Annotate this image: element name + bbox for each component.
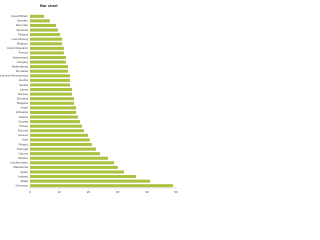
y-tick-label: Czech Republic <box>7 46 29 50</box>
bar <box>30 28 59 32</box>
bar <box>30 110 77 114</box>
page: Bar chart 0 10 20 30 40 50 Great Britain Sweden… <box>0 0 181 200</box>
y-tick-label: Slovakia <box>17 97 29 101</box>
y-tick-label: Bosnia and Herzegovina <box>0 74 28 78</box>
y-tick-label: Portugal <box>17 147 29 151</box>
y-tick-label: Norway <box>18 92 29 96</box>
bar <box>30 156 108 160</box>
bar <box>30 65 68 69</box>
y-tick-label: Latvia <box>20 87 28 91</box>
y-tick-label: Croatia <box>18 119 28 123</box>
bar <box>30 115 78 119</box>
bar <box>30 124 82 128</box>
chart: Bar chart 0 10 20 30 40 50 Great BritainSweden… <box>0 0 181 200</box>
y-tick-label: Luxembourg <box>11 37 28 41</box>
y-tick-label: Greece <box>18 133 28 137</box>
bar <box>30 14 45 18</box>
y-tick-label: Serbia <box>19 83 28 87</box>
y-tick-label: Finland <box>18 32 28 36</box>
bar <box>30 19 50 23</box>
bar <box>30 165 118 169</box>
bar <box>30 42 63 46</box>
x-tick-label: 0 <box>29 190 31 194</box>
bar <box>30 83 71 87</box>
y-tick-label: Belgium <box>17 42 28 46</box>
x-tick-label: 10 <box>58 190 62 194</box>
y-tick-label: Israel <box>21 106 29 110</box>
y-tick-label: Spain <box>20 170 28 174</box>
bar <box>30 69 68 73</box>
y-tick-label: Estonia <box>18 129 28 133</box>
bar <box>30 74 71 78</box>
y-tick-label: Liechtenstein <box>10 161 28 165</box>
bar <box>30 51 64 55</box>
bar <box>30 147 96 151</box>
y-tick-label: Lithuania <box>16 110 29 114</box>
bar <box>30 138 90 142</box>
bar <box>30 184 174 188</box>
bar <box>30 46 64 50</box>
bar <box>30 142 92 147</box>
y-tick-label: Turkey <box>19 124 29 128</box>
bar <box>30 161 115 165</box>
bar <box>30 175 136 179</box>
chart-title: Bar chart <box>40 3 58 8</box>
y-tick-label: Ireland <box>19 115 29 119</box>
y-tick-label: Great Britain <box>11 14 28 18</box>
y-tick-label: Bulgaria <box>17 101 28 105</box>
bar <box>30 170 125 174</box>
y-tick-label: Hungary <box>17 60 29 64</box>
x-tick-label: 50 <box>174 190 178 194</box>
bar <box>30 37 63 41</box>
bar <box>30 120 80 124</box>
y-tick-label: Denmark <box>16 23 29 27</box>
bar <box>30 78 71 82</box>
y-tick-label: France <box>19 51 29 55</box>
y-tick-label: Cyprus <box>18 151 28 155</box>
bar <box>30 23 56 27</box>
y-tick-label: Sweden <box>17 19 28 23</box>
y-tick-label: Austria <box>19 78 29 82</box>
bar <box>30 179 151 183</box>
y-tick-label: Malta <box>21 179 29 183</box>
bar <box>30 106 77 110</box>
y-tick-label: Germany <box>16 184 29 188</box>
y-tick-label: Slovenia <box>16 28 28 32</box>
y-tick-label: Ukraine <box>18 156 29 160</box>
x-tick-label: 40 <box>145 190 149 194</box>
y-tick-label: Netherlands <box>12 64 29 68</box>
y-tick-label: Iceland <box>18 174 28 178</box>
bar <box>30 97 75 101</box>
bar <box>30 55 66 60</box>
y-tick-label: Romania <box>16 69 28 73</box>
y-tick-label: Italy <box>22 138 28 142</box>
y-tick-label: Switzerland <box>12 55 28 59</box>
bar <box>30 152 101 156</box>
bar <box>30 88 73 92</box>
x-tick-label: 20 <box>87 190 91 194</box>
bar <box>30 92 73 96</box>
y-tick-label: Poland <box>19 142 29 146</box>
bar <box>30 33 61 37</box>
x-tick-label: 30 <box>116 190 120 194</box>
bar <box>30 133 89 137</box>
bar <box>30 101 75 105</box>
y-tick-label: Macedonia <box>13 165 28 169</box>
bar <box>30 60 66 64</box>
bar <box>30 129 85 133</box>
